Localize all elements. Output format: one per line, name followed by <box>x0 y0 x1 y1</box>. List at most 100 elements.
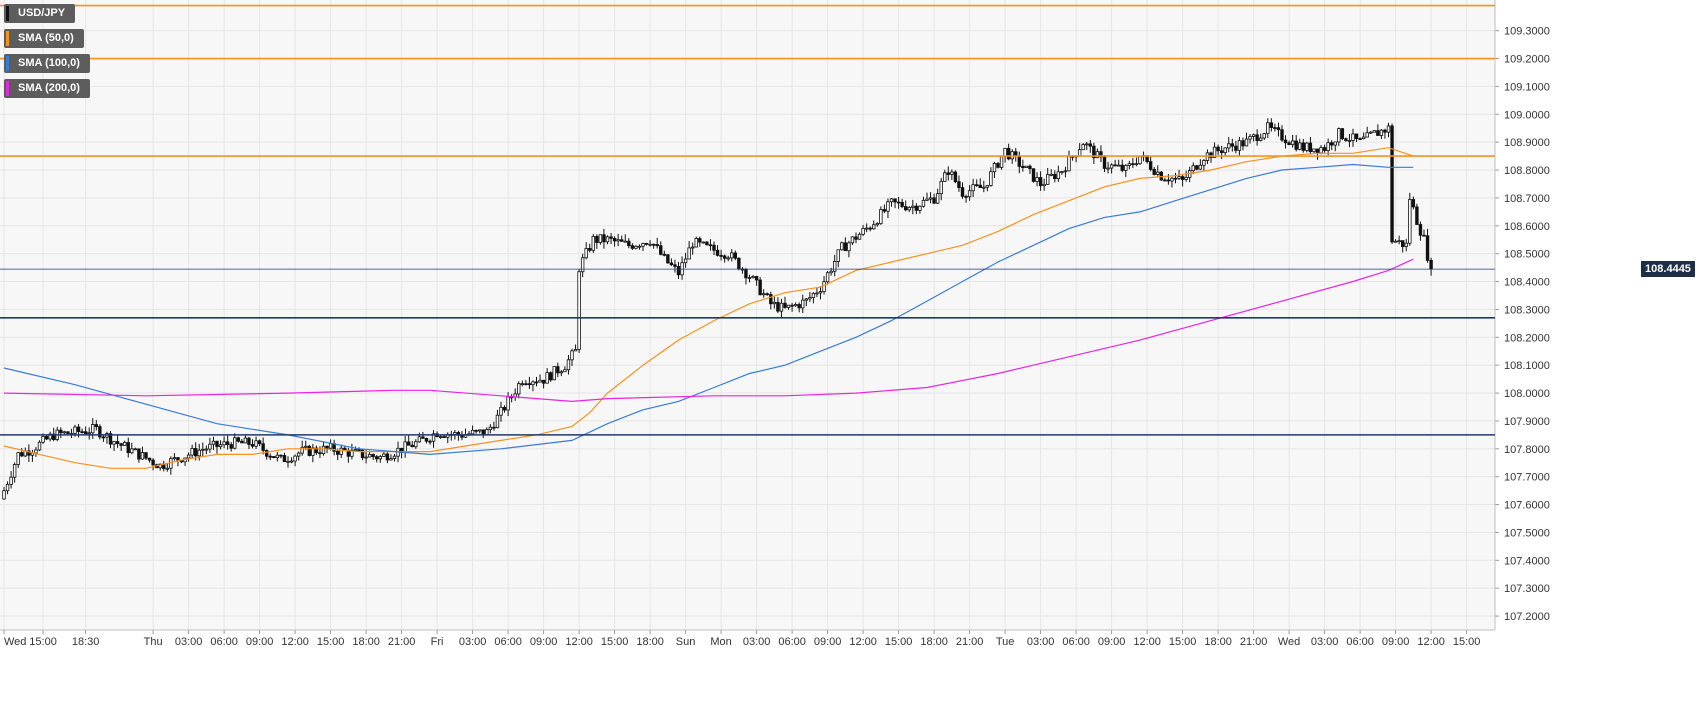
candle-body[interactable] <box>1212 146 1217 158</box>
candle-body[interactable] <box>474 429 478 432</box>
candle-body[interactable] <box>563 369 567 373</box>
candle-body[interactable] <box>1092 145 1096 159</box>
candle-body[interactable] <box>403 441 407 453</box>
candle-body[interactable] <box>101 436 106 439</box>
candle-body[interactable] <box>811 292 816 298</box>
candle-body[interactable] <box>1344 138 1348 141</box>
candle-body[interactable] <box>932 197 936 204</box>
candle-body[interactable] <box>286 460 290 463</box>
candle-body[interactable] <box>1117 164 1121 167</box>
candle-body[interactable] <box>1386 125 1391 133</box>
legend-sma-50[interactable]: SMA (50,0) <box>4 29 84 48</box>
candle-body[interactable] <box>964 195 968 198</box>
candle-body[interactable] <box>1209 152 1213 158</box>
candle-body[interactable] <box>1383 129 1387 133</box>
candle-body[interactable] <box>470 429 475 435</box>
candle-body[interactable] <box>328 443 333 449</box>
candle-body[interactable] <box>1102 156 1107 169</box>
candle-body[interactable] <box>1393 240 1398 243</box>
candle-body[interactable] <box>1163 179 1167 182</box>
candle-body[interactable] <box>34 449 38 454</box>
candle-body[interactable] <box>417 436 422 443</box>
candle-body[interactable] <box>705 241 709 246</box>
candle-body[interactable] <box>1305 142 1309 151</box>
candle-body[interactable] <box>353 449 358 452</box>
candle-body[interactable] <box>872 224 876 230</box>
candle-body[interactable] <box>595 236 599 243</box>
candle-body[interactable] <box>715 249 720 256</box>
candle-body[interactable] <box>779 302 784 312</box>
candle-body[interactable] <box>506 396 510 411</box>
candle-body[interactable] <box>130 448 134 454</box>
candle-body[interactable] <box>683 258 688 264</box>
candle-body[interactable] <box>666 254 670 264</box>
candle-body[interactable] <box>382 453 386 457</box>
candle-body[interactable] <box>719 254 723 257</box>
candle-body[interactable] <box>1337 128 1341 143</box>
candle-body[interactable] <box>1127 163 1132 166</box>
candle-body[interactable] <box>108 433 113 445</box>
candle-body[interactable] <box>1156 171 1160 175</box>
candle-body[interactable] <box>367 454 372 458</box>
candle-body[interactable] <box>1056 171 1061 180</box>
candle-body[interactable] <box>950 171 954 175</box>
candle-body[interactable] <box>857 233 862 240</box>
candle-body[interactable] <box>634 245 638 249</box>
candle-body[interactable] <box>637 245 642 248</box>
candle-body[interactable] <box>1294 140 1298 150</box>
candle-body[interactable] <box>527 383 532 386</box>
legend-usdjpy[interactable]: USD/JPY <box>4 4 76 23</box>
candle-body[interactable] <box>289 460 294 463</box>
candle-body[interactable] <box>1216 146 1220 152</box>
candle-body[interactable] <box>190 448 194 456</box>
candle-body[interactable] <box>318 452 322 455</box>
candle-body[interactable] <box>1166 179 1171 182</box>
candle-body[interactable] <box>978 184 982 188</box>
candle-body[interactable] <box>1191 165 1195 171</box>
candle-body[interactable] <box>556 366 560 374</box>
candle-body[interactable] <box>1361 136 1366 140</box>
candle-body[interactable] <box>1283 139 1288 144</box>
candle-body[interactable] <box>751 276 755 278</box>
candle-body[interactable] <box>1425 235 1430 261</box>
candle-body[interactable] <box>1415 206 1419 225</box>
candle-body[interactable] <box>868 227 872 230</box>
candle-body[interactable] <box>747 277 752 279</box>
candle-body[interactable] <box>691 246 695 249</box>
candle-body[interactable] <box>836 249 840 262</box>
candle-body[interactable] <box>655 244 659 247</box>
candle-body[interactable] <box>1354 133 1359 140</box>
candle-body[interactable] <box>875 223 879 226</box>
candle-body[interactable] <box>1003 147 1007 157</box>
candle-body[interactable] <box>591 236 595 251</box>
candle-body[interactable] <box>1227 143 1231 149</box>
candle-body[interactable] <box>1230 143 1234 147</box>
candle-body[interactable] <box>925 198 929 201</box>
candle-body[interactable] <box>985 185 990 188</box>
candle-body[interactable] <box>992 163 997 173</box>
candle-body[interactable] <box>566 359 571 371</box>
candle-body[interactable] <box>559 371 564 374</box>
candle-body[interactable] <box>982 186 986 189</box>
candle-body[interactable] <box>1376 130 1380 136</box>
candle-body[interactable] <box>20 452 24 457</box>
candle-body[interactable] <box>236 437 240 442</box>
candle-body[interactable] <box>861 227 865 235</box>
candle-body[interactable] <box>1049 173 1053 176</box>
candle-body[interactable] <box>375 456 379 460</box>
candle-body[interactable] <box>12 464 17 478</box>
candle-body[interactable] <box>385 453 390 461</box>
candle-body[interactable] <box>1429 260 1433 270</box>
candle-body[interactable] <box>1408 199 1412 244</box>
candle-body[interactable] <box>364 456 368 459</box>
candle-body[interactable] <box>847 242 851 252</box>
candle-body[interactable] <box>669 262 674 266</box>
candle-body[interactable] <box>733 252 737 259</box>
candle-body[interactable] <box>428 440 432 443</box>
candle-body[interactable] <box>1046 174 1050 185</box>
candle-body[interactable] <box>1237 140 1242 151</box>
candle-body[interactable] <box>392 455 397 459</box>
candle-body[interactable] <box>339 447 343 455</box>
candle-body[interactable] <box>151 459 155 466</box>
